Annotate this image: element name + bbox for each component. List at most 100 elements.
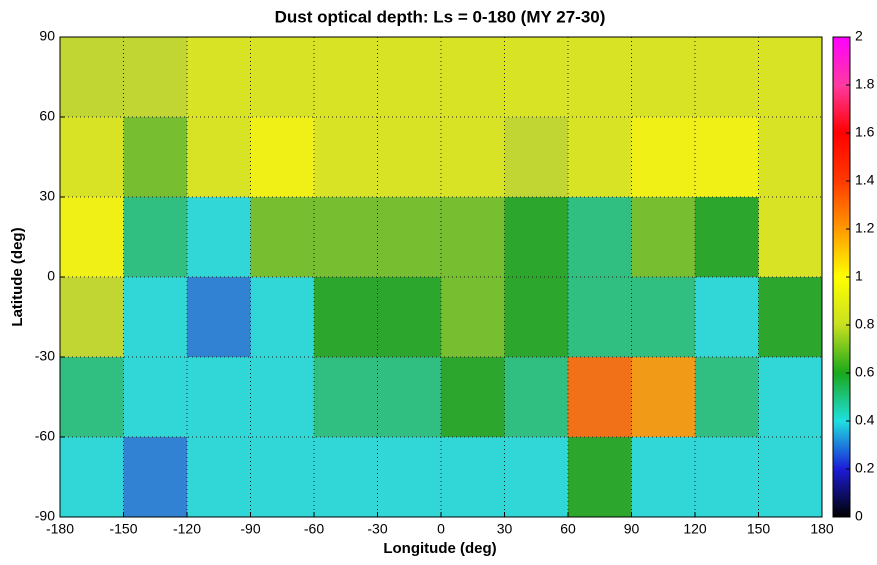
heat-cell xyxy=(377,277,442,358)
x-tick-label: 60 xyxy=(560,521,576,537)
heat-cell xyxy=(377,197,442,278)
colorbar-tick-label: 0.6 xyxy=(855,364,875,380)
x-axis-label: Longitude (deg) xyxy=(383,540,496,557)
heat-cell xyxy=(187,117,251,198)
colorbar-tick-label: 0.8 xyxy=(855,316,875,332)
heat-cell xyxy=(123,357,188,438)
heat-cell xyxy=(504,197,569,278)
x-tick-label: -120 xyxy=(173,521,201,537)
colorbar-tick-label: 0.2 xyxy=(855,460,875,476)
heat-cell xyxy=(314,357,378,438)
heat-cell xyxy=(250,277,315,358)
heat-cell xyxy=(695,117,759,198)
heat-cell xyxy=(123,117,188,198)
colorbar-tick-label: 0 xyxy=(855,508,863,524)
heat-cell xyxy=(123,37,188,118)
heat-cell xyxy=(568,197,632,278)
heat-cell xyxy=(314,197,378,278)
heat-cell xyxy=(695,357,759,438)
heat-cell xyxy=(60,37,124,118)
heat-cell xyxy=(568,277,632,358)
heat-cell xyxy=(60,117,124,198)
heat-cell xyxy=(631,277,696,358)
x-tick-label: 90 xyxy=(624,521,640,537)
heat-cell xyxy=(568,37,632,118)
y-tick-label: 0 xyxy=(47,268,55,284)
y-tick-label: -30 xyxy=(35,348,55,364)
heat-cell xyxy=(568,437,632,518)
heat-cell xyxy=(314,437,378,518)
heat-cell xyxy=(250,357,315,438)
y-tick-label: 60 xyxy=(39,108,55,124)
heat-cell xyxy=(441,117,505,198)
heat-cell xyxy=(568,117,632,198)
y-axis-label: Latitude (deg) xyxy=(9,227,26,326)
x-tick-label: -150 xyxy=(109,521,137,537)
heat-cell xyxy=(250,197,315,278)
heat-cell xyxy=(695,37,759,118)
heat-cell xyxy=(504,117,569,198)
heat-cell xyxy=(123,437,188,518)
x-tick-label: 150 xyxy=(747,521,771,537)
x-tick-label: 0 xyxy=(437,521,445,537)
colorbar-tick-label: 0.4 xyxy=(855,412,875,428)
chart-title: Dust optical depth: Ls = 0-180 (MY 27-30… xyxy=(275,7,606,26)
heat-cell xyxy=(441,357,505,438)
colorbar-tick-label: 1.8 xyxy=(855,76,875,92)
heat-cell xyxy=(504,37,569,118)
colorbar-tick-label: 1 xyxy=(855,268,863,284)
heat-cell xyxy=(377,37,442,118)
heat-cell xyxy=(758,37,823,118)
heat-cell xyxy=(504,357,569,438)
colorbar-tick-label: 1.6 xyxy=(855,124,875,140)
heat-cell xyxy=(377,117,442,198)
plot-frame xyxy=(59,36,823,518)
x-tick-label: 30 xyxy=(497,521,513,537)
heat-cell xyxy=(441,197,505,278)
heat-cell xyxy=(631,197,696,278)
colorbar-tick-label: 1.4 xyxy=(855,172,875,188)
heat-cell xyxy=(187,37,251,118)
heat-cell xyxy=(60,437,124,518)
heat-cell xyxy=(631,37,696,118)
heat-cell xyxy=(758,277,823,358)
heat-cell xyxy=(187,197,251,278)
heat-cell xyxy=(695,197,759,278)
heat-cell xyxy=(123,277,188,358)
heat-cell xyxy=(695,437,759,518)
y-tick-label: -90 xyxy=(35,508,55,524)
heat-cell xyxy=(631,437,696,518)
heat-cell xyxy=(60,197,124,278)
heat-cell xyxy=(314,117,378,198)
heat-cell xyxy=(504,437,569,518)
heat-cell xyxy=(441,437,505,518)
x-tick-label: -90 xyxy=(240,521,260,537)
x-tick-label: -60 xyxy=(304,521,324,537)
heat-cell xyxy=(250,437,315,518)
heat-cell xyxy=(631,117,696,198)
heat-cell xyxy=(314,37,378,118)
heat-cell xyxy=(250,37,315,118)
y-tick-label: 30 xyxy=(39,188,55,204)
heat-cell xyxy=(123,197,188,278)
heat-cell xyxy=(695,277,759,358)
heat-cell xyxy=(568,357,632,438)
heat-cell xyxy=(60,277,124,358)
heat-cell xyxy=(250,117,315,198)
y-tick-label: -60 xyxy=(35,428,55,444)
x-tick-label: 180 xyxy=(810,521,834,537)
heat-cell xyxy=(377,357,442,438)
heat-cell xyxy=(758,437,823,518)
heat-cell xyxy=(758,197,823,278)
x-tick-label: -180 xyxy=(46,521,74,537)
heat-cell xyxy=(631,357,696,438)
colorbar-tick-label: 1.2 xyxy=(855,220,875,236)
heat-cell xyxy=(758,357,823,438)
x-tick-label: 120 xyxy=(683,521,707,537)
heat-cell xyxy=(314,277,378,358)
heat-cell xyxy=(758,117,823,198)
heat-cell xyxy=(441,277,505,358)
heat-cell xyxy=(377,437,442,518)
